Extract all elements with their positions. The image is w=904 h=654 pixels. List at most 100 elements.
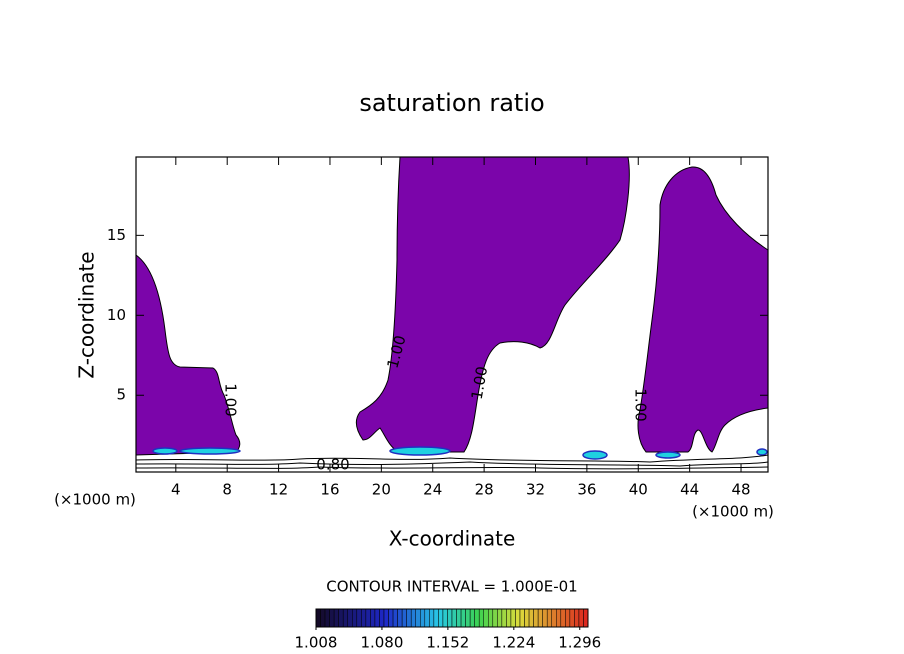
colorbar-tick-label: 1.296	[558, 634, 601, 652]
colorbar-cell	[469, 608, 475, 628]
y-tick-label: 5	[116, 386, 126, 404]
y-axis-title: Z-coordinate	[75, 251, 99, 378]
colorbar-cell	[565, 608, 571, 628]
colorbar-cell	[447, 608, 453, 628]
speckle	[582, 450, 608, 460]
colorbar-cell	[410, 608, 416, 628]
contour-lines	[135, 454, 769, 470]
colorbar-cell	[574, 608, 580, 628]
colorbar-cell	[533, 608, 539, 628]
colorbar-cell	[333, 608, 339, 628]
y-tick-label: 15	[107, 226, 126, 244]
colorbar-cell	[320, 608, 326, 628]
colorbar-cell	[519, 608, 525, 628]
x-tick-label: 4	[171, 481, 181, 499]
colorbar-cell	[433, 608, 439, 628]
x-tick-label: 48	[731, 481, 750, 499]
plot-frame	[135, 156, 769, 473]
colorbar-cell	[401, 608, 407, 628]
colorbar-cell	[583, 608, 589, 628]
colorbar-cell	[383, 608, 389, 628]
x-unit-label: (×1000 m)	[54, 491, 136, 509]
colorbar-cell	[506, 608, 512, 628]
colorbar-cell	[342, 608, 348, 628]
colorbar-cell	[420, 608, 426, 628]
x-tick-label: 20	[372, 481, 391, 499]
x-tick-label: 24	[423, 481, 442, 499]
speckle	[756, 448, 768, 456]
colorbar-cell	[569, 608, 575, 628]
x-tick-label: 28	[475, 481, 494, 499]
contour-label: 1.00	[468, 365, 492, 401]
y-tick-label: 10	[107, 306, 126, 324]
colorbar-cell	[388, 608, 394, 628]
chart-title: saturation ratio	[359, 89, 544, 117]
colorbar-cell	[397, 608, 403, 628]
x-tick-label: 40	[629, 481, 648, 499]
colorbar-cell	[370, 608, 376, 628]
contour-line	[135, 461, 769, 467]
x-tick-label: 44	[680, 481, 699, 499]
colorbar-cell	[424, 608, 430, 628]
speckle	[179, 447, 241, 455]
colorbar-cell	[492, 608, 498, 628]
colorbar-cell	[365, 608, 371, 628]
colorbar-cell	[438, 608, 444, 628]
colorbar-cell	[474, 608, 480, 628]
contour-label: 1.00	[222, 383, 240, 416]
colorbar-cell	[501, 608, 507, 628]
colorbar-cell	[415, 608, 421, 628]
colorbar-cell	[483, 608, 489, 628]
colorbar-cell	[528, 608, 534, 628]
contour-line	[135, 454, 769, 463]
speckle	[152, 447, 178, 455]
colorbar-cell	[542, 608, 548, 628]
colorbar-cell	[510, 608, 516, 628]
x-tick-label: 12	[269, 481, 288, 499]
contour-label: 0.80	[316, 456, 349, 474]
x-axis-title: X-coordinate	[389, 527, 516, 551]
colorbar-tick-label: 1.224	[492, 634, 535, 652]
colorbar-cell	[488, 608, 494, 628]
region	[355, 156, 630, 453]
colorbar-cell	[451, 608, 457, 628]
contour-line	[135, 466, 769, 470]
region	[135, 254, 241, 456]
colorbar-cell	[546, 608, 552, 628]
speckles	[152, 446, 768, 460]
colorbar-cell	[352, 608, 358, 628]
colorbar-tick-label: 1.152	[426, 634, 469, 652]
x-unit-label: (×1000 m)	[692, 503, 774, 521]
colorbar-cell	[478, 608, 484, 628]
colorbar-cell	[374, 608, 380, 628]
colorbar-tick-label: 1.008	[295, 634, 338, 652]
contour-label: 1.00	[632, 388, 650, 421]
colorbar-cell	[356, 608, 362, 628]
x-tick-label: 36	[577, 481, 596, 499]
x-tick-label: 16	[320, 481, 339, 499]
colorbar-cell	[515, 608, 521, 628]
speckle	[655, 451, 681, 459]
colorbar-cell	[392, 608, 398, 628]
colorbar-cell	[329, 608, 335, 628]
colorbar-frame	[315, 608, 589, 628]
colorbar-cell	[497, 608, 503, 628]
region	[637, 166, 769, 453]
colorbar-cell	[537, 608, 543, 628]
colorbar-cell	[578, 608, 584, 628]
colorbar-cell	[442, 608, 448, 628]
x-tick-label: 32	[526, 481, 545, 499]
contour-interval: CONTOUR INTERVAL = 1.000E-01	[326, 578, 577, 596]
colorbar-cell	[456, 608, 462, 628]
colorbar-cell	[465, 608, 471, 628]
colorbar-cell	[347, 608, 353, 628]
colorbar-cell	[524, 608, 530, 628]
speckle	[389, 446, 451, 456]
colorbar-tick-label: 1.080	[360, 634, 403, 652]
colorbar-cell	[324, 608, 330, 628]
colorbar-cell	[338, 608, 344, 628]
colorbar-cell	[551, 608, 557, 628]
saturated-regions	[135, 156, 769, 456]
colorbar-cell	[361, 608, 367, 628]
